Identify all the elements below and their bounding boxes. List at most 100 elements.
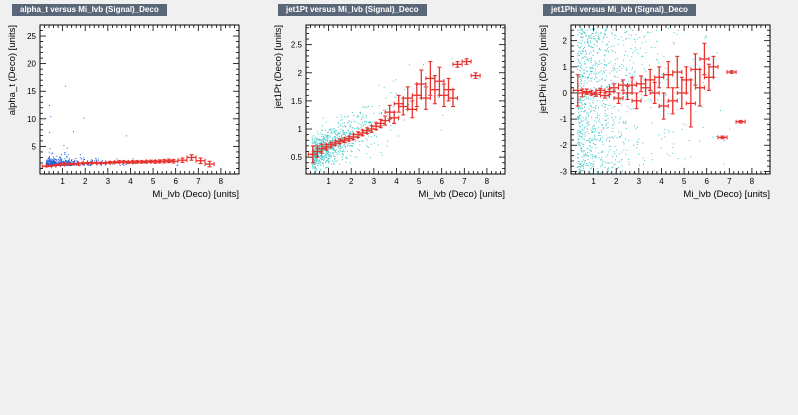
scatter-point bbox=[615, 159, 616, 161]
scatter-point bbox=[316, 152, 318, 154]
scatter-point bbox=[90, 160, 92, 162]
scatter-point bbox=[313, 154, 315, 156]
scatter-point bbox=[390, 129, 392, 131]
scatter-point bbox=[590, 149, 592, 151]
scatter-point bbox=[609, 141, 611, 143]
scatter-point bbox=[601, 151, 603, 153]
scatter-point bbox=[590, 37, 592, 39]
scatter-point bbox=[579, 169, 581, 171]
scatter-point bbox=[595, 68, 597, 70]
scatter-point bbox=[593, 164, 595, 166]
scatter-point bbox=[338, 150, 339, 152]
scatter-point bbox=[594, 128, 596, 130]
scatter-point bbox=[614, 153, 616, 155]
scatter-point bbox=[595, 63, 597, 65]
scatter-point bbox=[316, 143, 318, 145]
scatter-point bbox=[580, 85, 582, 87]
scatter-point bbox=[582, 75, 583, 77]
scatter-point bbox=[580, 142, 582, 144]
scatter-point bbox=[583, 48, 584, 50]
scatter-point bbox=[610, 161, 612, 163]
scatter-point bbox=[328, 158, 329, 160]
scatter-point bbox=[587, 112, 589, 114]
scatter-point bbox=[322, 157, 323, 159]
x-tick-label: 7 bbox=[727, 177, 732, 186]
scatter-point bbox=[601, 73, 603, 75]
scatter-point bbox=[47, 163, 49, 165]
scatter-point bbox=[371, 105, 373, 107]
scatter-point bbox=[123, 164, 125, 166]
scatter-point bbox=[688, 140, 690, 142]
scatter-point bbox=[330, 148, 332, 150]
scatter-point bbox=[609, 104, 611, 106]
scatter-point bbox=[579, 166, 581, 168]
scatter-point bbox=[581, 58, 583, 60]
scatter-point bbox=[52, 160, 54, 162]
scatter-point bbox=[607, 154, 609, 156]
scatter-point bbox=[317, 138, 319, 140]
scatter-point bbox=[612, 50, 614, 52]
scatter-point bbox=[64, 153, 66, 155]
scatter-point bbox=[628, 33, 630, 35]
scatter-point bbox=[62, 165, 64, 166]
scatter-point bbox=[125, 135, 127, 137]
scatter-point bbox=[328, 142, 329, 144]
scatter-point bbox=[335, 152, 337, 154]
scatter-point bbox=[579, 101, 581, 103]
scatter-point bbox=[603, 106, 605, 108]
scatter-point bbox=[639, 36, 641, 38]
scatter-point bbox=[378, 105, 380, 107]
scatter-point bbox=[606, 85, 608, 87]
scatter-point bbox=[593, 110, 595, 111]
scatter-point bbox=[90, 164, 92, 166]
scatter-point bbox=[607, 127, 609, 129]
scatter-point bbox=[339, 150, 341, 152]
scatter-point bbox=[613, 163, 615, 165]
scatter-point bbox=[580, 45, 582, 47]
scatter-point bbox=[328, 153, 330, 155]
scatter-point bbox=[593, 43, 595, 45]
scatter-point bbox=[589, 28, 591, 30]
scatter-point bbox=[612, 137, 614, 139]
scatter-point bbox=[641, 97, 643, 99]
scatter-point bbox=[336, 130, 338, 132]
scatter-point bbox=[611, 89, 613, 91]
scatter-point bbox=[597, 52, 599, 54]
scatter-point bbox=[599, 121, 601, 123]
scatter-point bbox=[348, 142, 350, 144]
scatter-point bbox=[593, 50, 595, 52]
scatter-point bbox=[319, 156, 320, 158]
scatter-point bbox=[591, 110, 592, 112]
scatter-point bbox=[577, 55, 579, 57]
scatter-point bbox=[324, 153, 326, 155]
scatter-point bbox=[606, 44, 607, 46]
scatter-point bbox=[631, 69, 633, 70]
scatter-point bbox=[358, 115, 359, 117]
scatter-point bbox=[381, 112, 383, 113]
scatter-point bbox=[383, 87, 385, 89]
scatter-point bbox=[365, 117, 367, 119]
scatter-point bbox=[317, 162, 319, 164]
scatter-point bbox=[326, 139, 328, 141]
scatter-point bbox=[579, 115, 581, 116]
scatter-point bbox=[381, 125, 383, 126]
scatter-point bbox=[596, 41, 598, 43]
scatter-point bbox=[60, 159, 62, 161]
scatter-point bbox=[582, 117, 584, 119]
scatter-point bbox=[329, 148, 331, 150]
scatter-point bbox=[52, 158, 54, 160]
scatter-point bbox=[630, 28, 632, 30]
scatter-point bbox=[334, 158, 335, 160]
scatter-point bbox=[615, 116, 617, 118]
y-tick-label: -3 bbox=[560, 167, 568, 176]
scatter-point bbox=[583, 111, 585, 113]
x-tick-label: 2 bbox=[614, 177, 619, 186]
scatter-point bbox=[341, 136, 343, 138]
scatter-point bbox=[341, 156, 343, 158]
scatter-point bbox=[705, 35, 707, 37]
scatter-point bbox=[667, 113, 669, 115]
scatter-point bbox=[582, 143, 584, 145]
scatter-point bbox=[584, 106, 586, 108]
scatter-point bbox=[68, 162, 70, 164]
scatter-point bbox=[645, 41, 647, 43]
